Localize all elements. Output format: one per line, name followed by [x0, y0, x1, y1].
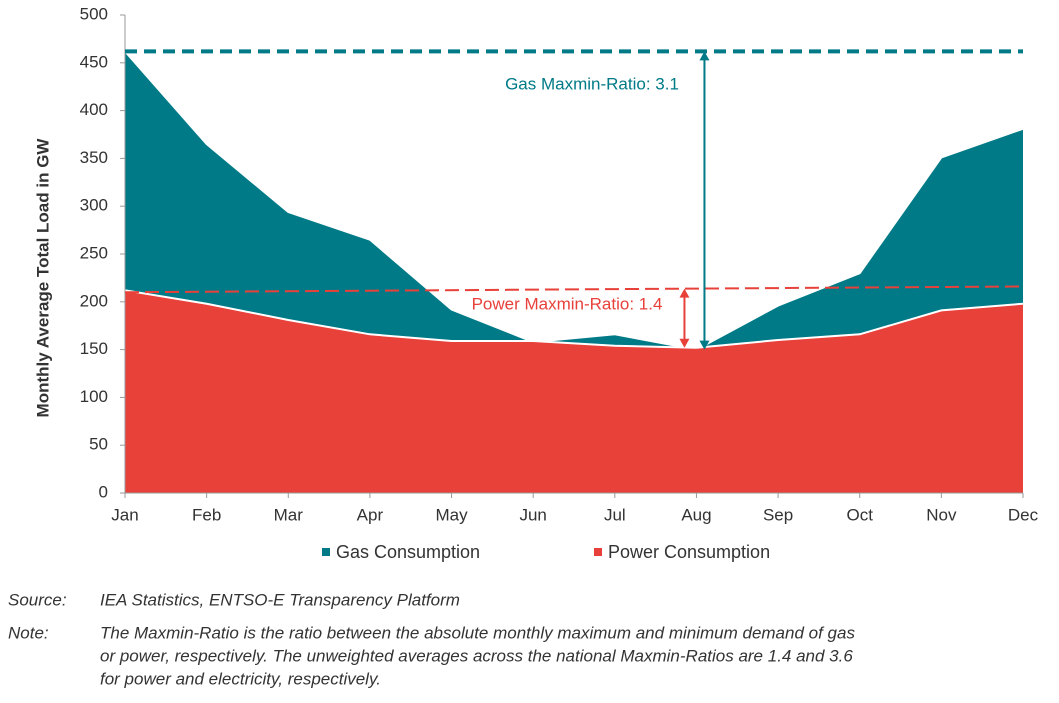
x-tick-label: Jan [111, 505, 138, 524]
annotation: Gas Maxmin-Ratio: 3.1 [505, 74, 679, 93]
y-tick-label: 150 [80, 339, 108, 358]
y-tick-label: 400 [80, 100, 108, 119]
area-edge [124, 50, 1024, 351]
x-tick-label: Feb [192, 505, 221, 524]
x-tick-label: Apr [357, 505, 384, 524]
source: IEA Statistics, ENTSO-E Transparency Pla… [100, 590, 460, 609]
y-tick-label: 0 [99, 482, 108, 501]
x-tick-label: Dec [1008, 505, 1039, 524]
x-tick-label: Sep [763, 505, 793, 524]
x-tick-label: Mar [274, 505, 304, 524]
legend-swatch [322, 548, 330, 556]
note-line: or power, respectively. The unweighted a… [100, 646, 853, 665]
power-trend-line [124, 285, 1024, 294]
area [125, 290, 1023, 493]
y-tick-label: 500 [80, 4, 108, 23]
y-axis-label: Monthly Average Total Load in GW [33, 138, 52, 418]
y-tick-label: 450 [80, 52, 108, 71]
x-tick-label: May [435, 505, 468, 524]
legend-label: Gas Consumption [336, 542, 480, 562]
y-tick-label: 50 [89, 435, 108, 454]
gas-arrow-head [699, 51, 710, 61]
area-edge [124, 289, 1024, 349]
x-tick-label: Jun [519, 505, 546, 524]
x-tick-label: Aug [681, 505, 711, 524]
power-arrow-head [679, 338, 690, 348]
y-tick-label: 300 [80, 196, 108, 215]
gas-arrow-head [699, 340, 710, 350]
y-tick-label: 350 [80, 148, 108, 167]
annotation: Power Maxmin-Ratio: 1.4 [472, 294, 663, 313]
x-tick-label: Nov [926, 505, 957, 524]
x-tick-label: Jul [604, 505, 626, 524]
source-label: Source: [8, 590, 67, 609]
x-tick-label: Oct [847, 505, 874, 524]
note-line: for power and electricity, respectively. [100, 669, 381, 688]
note-line: The Maxmin-Ratio is the ratio between th… [100, 623, 855, 642]
y-tick-label: 250 [80, 243, 108, 262]
power-arrow-head [679, 288, 690, 298]
legend-label: Power Consumption [608, 542, 770, 562]
legend-swatch [594, 548, 602, 556]
y-tick-label: 200 [80, 291, 108, 310]
note-label: Note: [8, 623, 49, 642]
y-tick-label: 100 [80, 387, 108, 406]
